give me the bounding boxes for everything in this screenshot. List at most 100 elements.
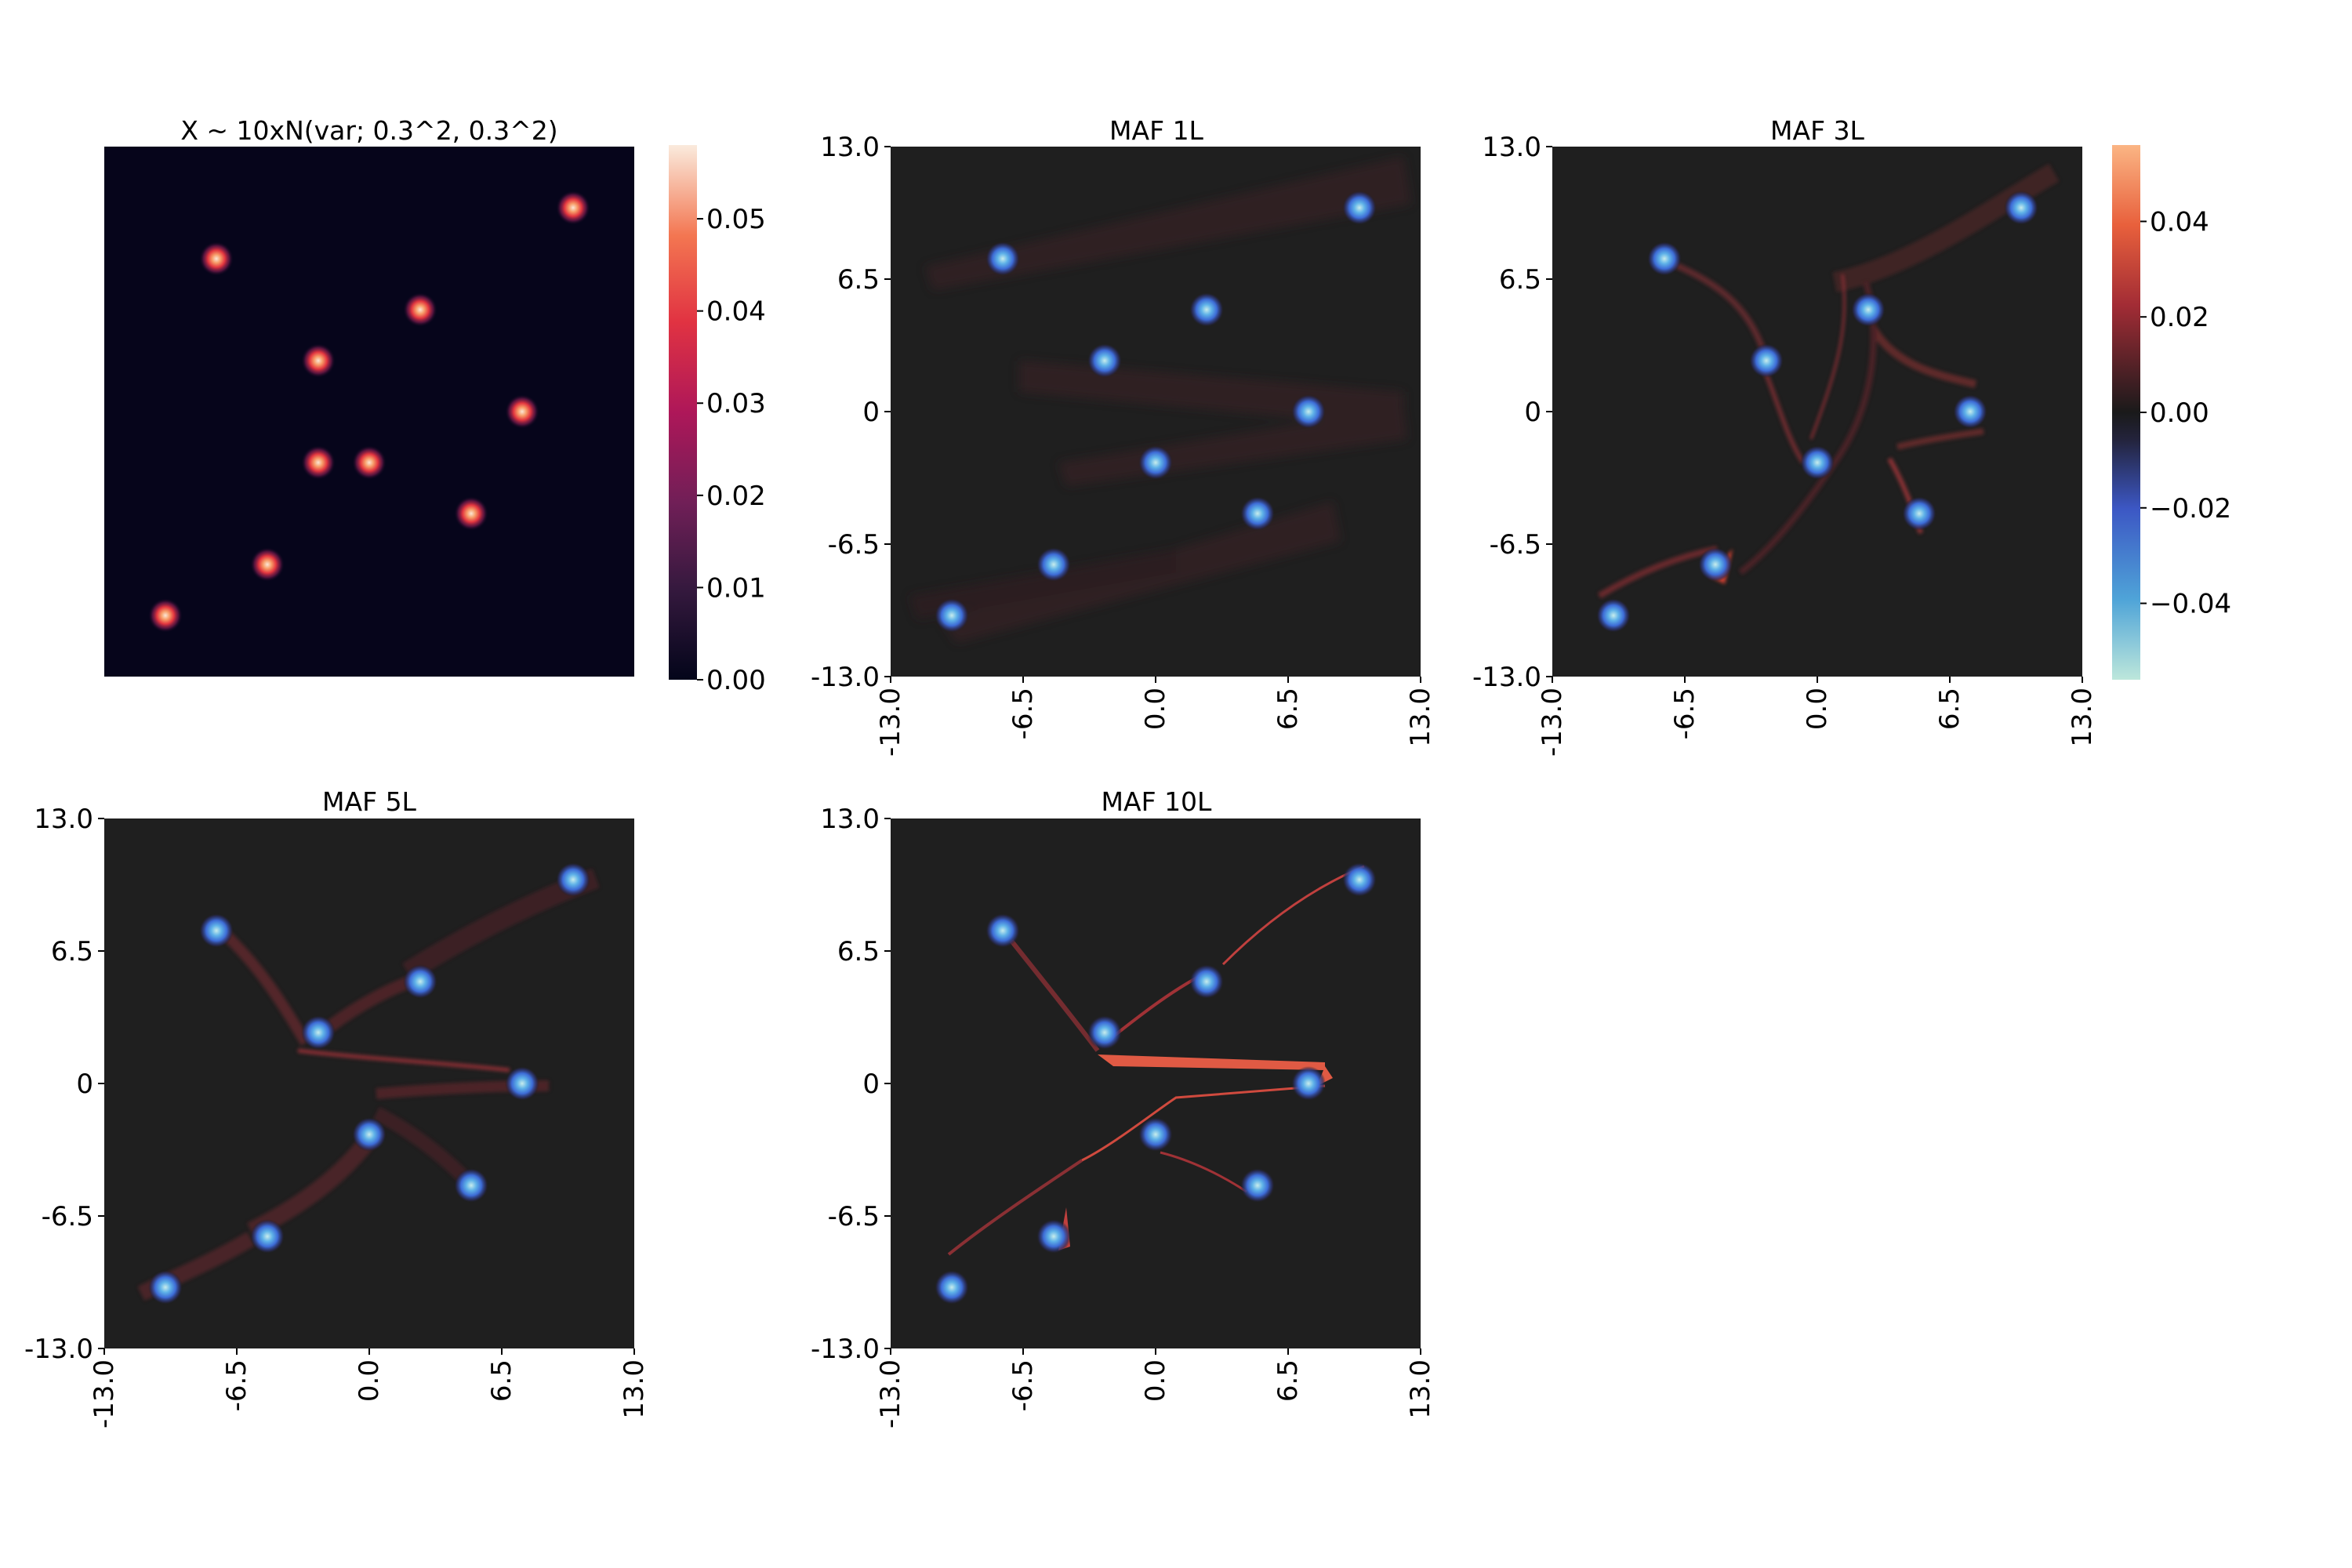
axes: -13.0 -6.5 0.0 6.5 13.0 13.0 6.5 0 -6.5 -13.0 [24,804,650,1428]
y-tick-label: 13.0 [1482,132,1541,163]
x-tick-label: 13.0 [1405,1359,1436,1419]
colorbar-ticks: 0.00 0.01 0.02 0.03 0.04 0.05 [697,204,766,696]
density-mode [1596,598,1631,633]
density-mode [1698,547,1733,582]
density-mode [403,964,437,999]
density-mode [1749,343,1784,378]
colorbar-tick-label: 0.01 [706,572,766,604]
density-mode [935,1270,969,1305]
panel-title: MAF 1L [1109,115,1204,146]
panel-maf-5l: MAF 5L -13.0 -6.5 0.0 6.5 13.013.06.50-6.5-1… [24,786,650,1428]
plot-area [104,147,634,677]
x-tick-label: -13.0 [89,1359,120,1428]
panel-title: MAF 10L [1102,786,1213,817]
x-tick-label: -6.5 [1007,688,1039,739]
density-mode [1240,496,1275,531]
density-mode [301,343,336,378]
y-tick-label: -6.5 [42,1201,93,1232]
x-tick-label: -13.0 [875,1359,906,1428]
density-mode [505,394,539,429]
colorbar-tick-label: 0.00 [706,665,766,696]
y-tick-label: 13.0 [820,132,880,163]
colorbar-tick-label: 0.02 [706,481,766,512]
density-mode [454,1168,488,1203]
density-modes [935,191,1377,633]
density-mode [556,862,590,897]
plot-area [891,818,1421,1348]
density-mode [1953,394,1987,429]
density-mode [1138,445,1173,480]
density-mode [352,1117,387,1152]
y-tick-label: 6.5 [837,264,880,296]
x-tick-label: 0.0 [1140,688,1171,730]
density-mode [1036,547,1071,582]
density-mode [1291,394,1326,429]
density-mode [250,1219,285,1254]
y-tick-label: -13.0 [1472,662,1541,693]
axes: -13.0 -6.5 0.0 6.5 13.0 13.0 6.5 0 -6.5 -13.0 [1472,132,2098,757]
density-mode [1138,1117,1173,1152]
panel-maf-3l: MAF 3L -13.0 -6.5 0.0 6.5 13.013.06.50-6.5-1… [1472,115,2231,757]
x-tick-label: 6.5 [1934,688,1965,730]
x-tick-label: -13.0 [875,688,906,757]
density-mode [556,191,590,225]
x-tick-label: -13.0 [1537,688,1568,757]
y-tick-label: 0 [76,1069,93,1100]
density-modes [148,862,590,1305]
y-tick-label: 0 [1524,397,1541,428]
density-streaks [947,865,1365,1256]
density-mode [2004,191,2038,225]
y-tick-label: 13.0 [820,804,880,835]
density-mode [199,913,234,948]
density-mode [403,292,437,327]
panel-maf-10l: MAF 10L -13.0 -6.5 0.0 6.5 13.013.06.50-6.5-… [811,786,1436,1428]
density-mode [250,547,285,582]
panel-title: X ~ 10xN(var; 0.3^2, 0.3^2) [180,115,557,146]
density-mode [148,1270,183,1305]
colorbar-tick-label: 0.05 [706,204,766,235]
colorbar [2112,145,2140,680]
density-mode [1189,964,1224,999]
density-mode [301,445,336,480]
y-tick-label: 0 [862,397,880,428]
x-tick-label: 6.5 [1272,1359,1304,1402]
y-tick-label: -13.0 [811,1334,880,1365]
density-mode [301,1015,336,1050]
density-mode [935,598,969,633]
y-tick-label: -6.5 [828,1201,880,1232]
x-tick-label: 6.5 [486,1359,517,1402]
density-mode [1342,862,1377,897]
axes: -13.0 -6.5 0.0 6.5 13.0 13.0 6.5 0 -6.5 -13.0 [811,804,1436,1428]
density-mode [1087,1015,1122,1050]
density-mode [1087,343,1122,378]
y-tick-label: 6.5 [1499,264,1541,296]
density-mode [1240,1168,1275,1203]
colorbar-ticks: 0.04 0.02 0.00 −0.02 −0.04 [2140,206,2231,620]
density-modes [1596,191,2038,633]
colorbar [669,145,697,680]
density-mode [1902,496,1936,531]
density-mode [1851,292,1886,327]
density-mode [199,241,234,276]
x-tick-label: 0.0 [1140,1359,1171,1402]
colorbar-tick-label: 0.03 [706,388,766,419]
colorbar-tick-label: 0.02 [2150,302,2209,333]
density-mode [985,913,1020,948]
density-mode [1342,191,1377,225]
density-streaks [1597,163,2060,599]
density-mode [1036,1219,1071,1254]
colorbar-tick-label: 0.04 [2150,206,2209,238]
y-tick-label: -13.0 [24,1334,93,1365]
plot-area [1552,147,2082,677]
density-mode [985,241,1020,276]
density-mode [1647,241,1682,276]
density-mode [1189,292,1224,327]
x-tick-label: -6.5 [221,1359,252,1411]
y-tick-label: -6.5 [1490,529,1541,561]
y-tick-label: -13.0 [811,662,880,693]
colorbar-tick-label: −0.02 [2150,493,2231,524]
y-tick-label: 0 [862,1069,880,1100]
colorbar-tick-label: 0.04 [706,296,766,328]
density-mode [1291,1066,1326,1101]
